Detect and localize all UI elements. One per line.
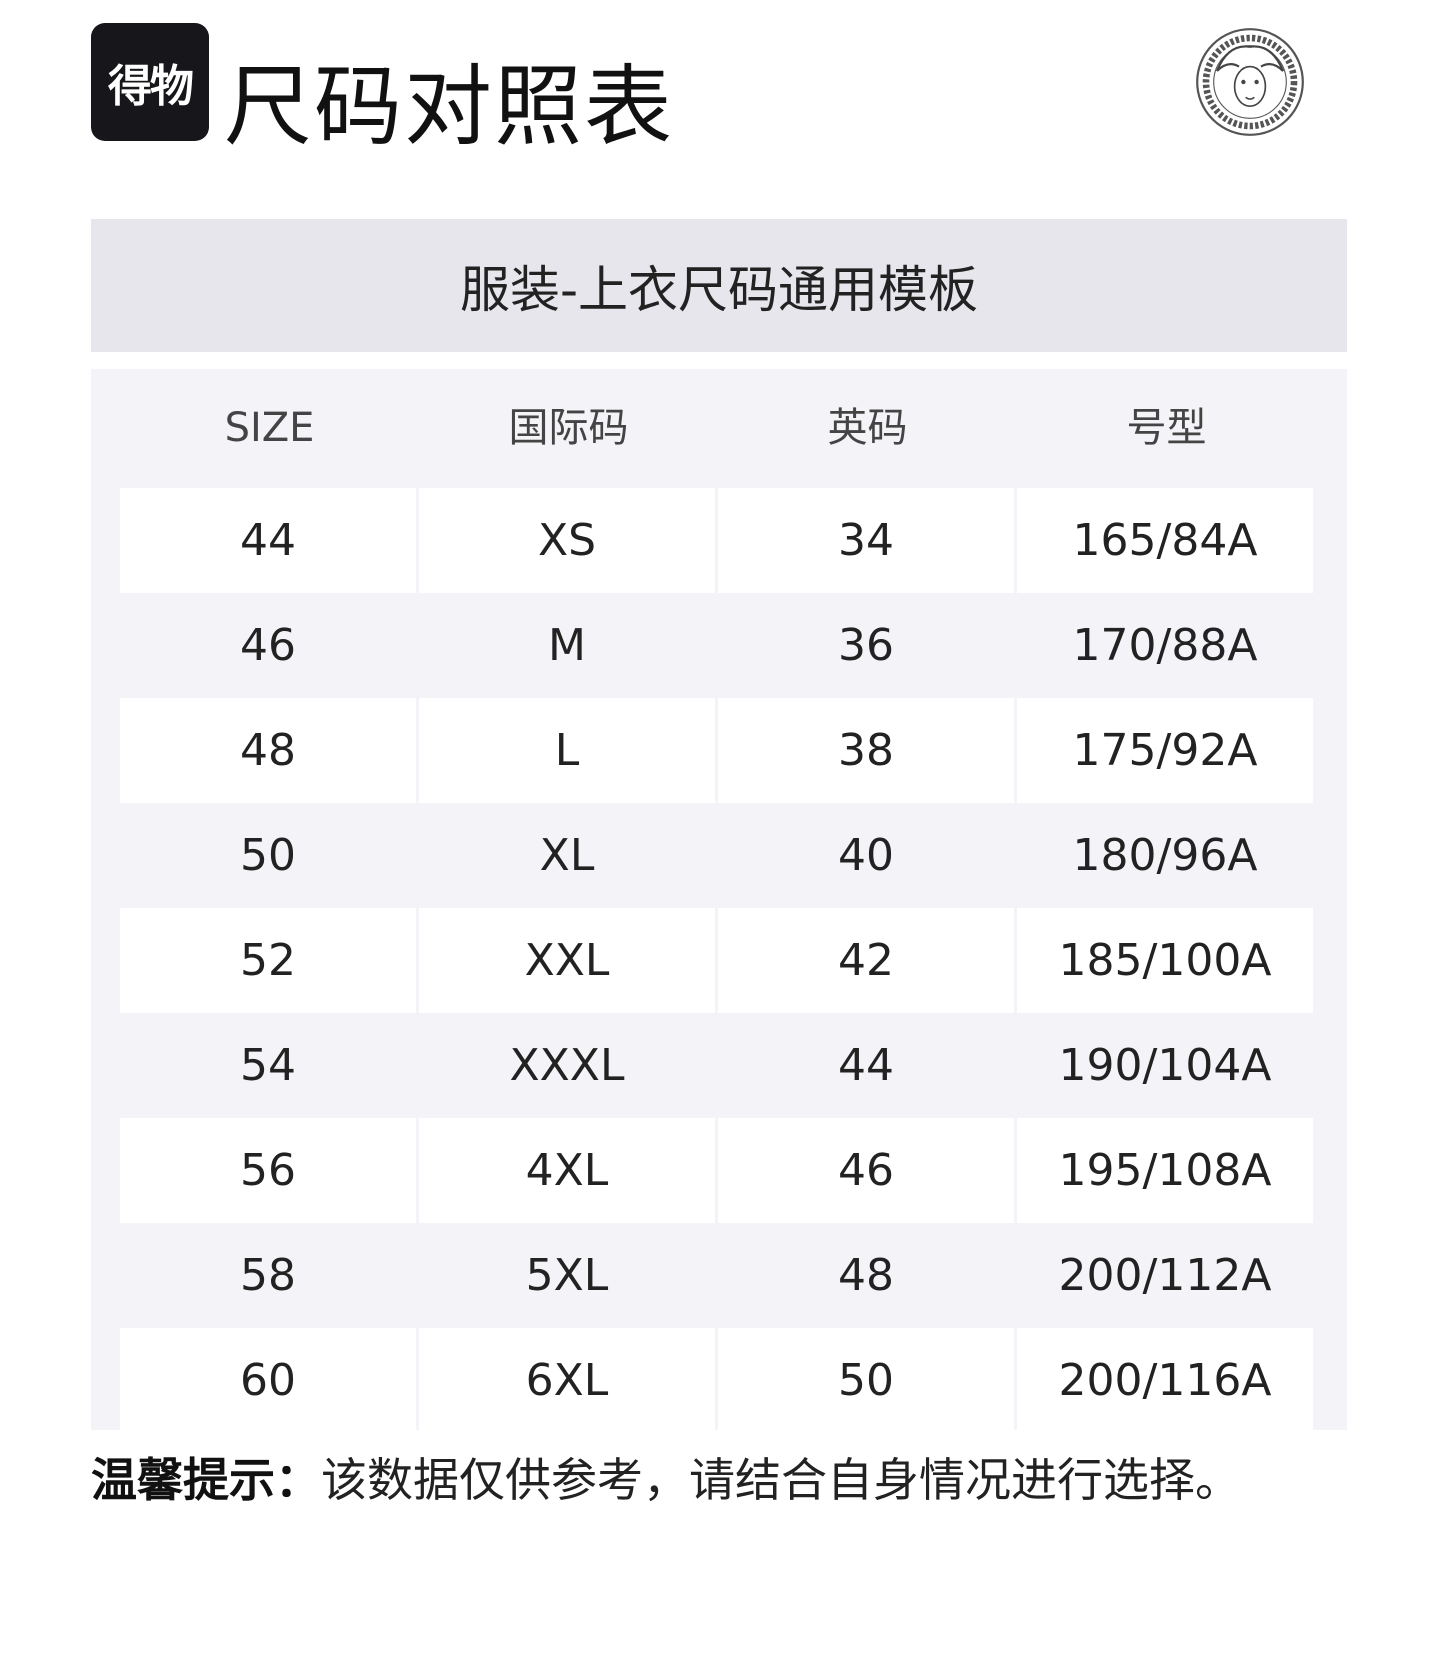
table-cell: 46 bbox=[718, 1118, 1014, 1223]
column-header: 国际码 bbox=[508, 405, 629, 451]
table-cell: 42 bbox=[718, 908, 1014, 1013]
table-cell: M bbox=[548, 620, 586, 671]
table-cell: 195/108A bbox=[1017, 1118, 1313, 1223]
medusa-logo-icon bbox=[1196, 28, 1304, 136]
table-row: 50 XL 40 180/96A bbox=[120, 803, 1316, 908]
logo-text: 得物 bbox=[108, 61, 194, 112]
table-row: 58 5XL 48 200/112A bbox=[120, 1223, 1316, 1328]
table-cell: 4XL bbox=[419, 1118, 715, 1223]
table-cell: 48 bbox=[120, 698, 416, 803]
page-title: 尺码对照表 bbox=[224, 55, 675, 158]
table-cell: 40 bbox=[838, 830, 894, 881]
table-cell: 170/88A bbox=[1072, 620, 1258, 671]
column-header: 号型 bbox=[1126, 405, 1207, 451]
table-cell: 6XL bbox=[419, 1328, 715, 1433]
table-cell: XXL bbox=[419, 908, 715, 1013]
table-cell: 38 bbox=[718, 698, 1014, 803]
table-row: 60 6XL 50 200/116A bbox=[120, 1328, 1316, 1433]
table-cell: 48 bbox=[838, 1250, 894, 1301]
table-cell: L bbox=[419, 698, 715, 803]
table-cell: 46 bbox=[240, 620, 296, 671]
size-table: SIZE 国际码 英码 号型 44 XS 34 165/84A 46 M 36 170/88A… bbox=[91, 369, 1347, 1433]
table-cell: 52 bbox=[120, 908, 416, 1013]
table-cell: 200/112A bbox=[1058, 1250, 1272, 1301]
table-cell: 60 bbox=[120, 1328, 416, 1433]
table-cell: 190/104A bbox=[1058, 1040, 1272, 1091]
table-row: 52 XXL 42 185/100A bbox=[120, 908, 1316, 1013]
table-cell: 44 bbox=[838, 1040, 894, 1091]
table-cell: XXXL bbox=[509, 1040, 625, 1091]
tip-label: 温馨提示： bbox=[91, 1453, 321, 1507]
column-header: 英码 bbox=[827, 405, 908, 451]
table-cell: 50 bbox=[240, 830, 296, 881]
table-cell: 175/92A bbox=[1017, 698, 1313, 803]
table-cell: 185/100A bbox=[1017, 908, 1313, 1013]
column-header: SIZE bbox=[224, 405, 315, 451]
table-row: 48 L 38 175/92A bbox=[120, 698, 1316, 803]
dewu-logo: 得物 bbox=[91, 23, 209, 141]
table-cell: 5XL bbox=[525, 1250, 609, 1301]
table-cell: 34 bbox=[718, 488, 1014, 593]
table-row: 56 4XL 46 195/108A bbox=[120, 1118, 1316, 1223]
table-cell: 180/96A bbox=[1072, 830, 1258, 881]
table-row: 46 M 36 170/88A bbox=[120, 593, 1316, 698]
table-cell: 36 bbox=[838, 620, 894, 671]
table-cell: 200/116A bbox=[1017, 1328, 1313, 1433]
table-cell: XS bbox=[419, 488, 715, 593]
table-cell: 165/84A bbox=[1017, 488, 1313, 593]
template-subtitle: 服装-上衣尺码通用模板 bbox=[91, 219, 1347, 352]
table-row: 44 XS 34 165/84A bbox=[120, 488, 1316, 593]
table-cell: 50 bbox=[718, 1328, 1014, 1433]
table-cell: 54 bbox=[240, 1040, 296, 1091]
table-cell: 56 bbox=[120, 1118, 416, 1223]
table-cell: 44 bbox=[120, 488, 416, 593]
table-row: 54 XXXL 44 190/104A bbox=[120, 1013, 1316, 1118]
table-header: SIZE 国际码 英码 号型 bbox=[120, 369, 1316, 488]
table-cell: 58 bbox=[240, 1250, 296, 1301]
tip-note: 温馨提示：该数据仅供参考，请结合自身情况进行选择。 bbox=[91, 1450, 1241, 1510]
tip-text: 该数据仅供参考，请结合自身情况进行选择。 bbox=[321, 1453, 1241, 1507]
table-cell: XL bbox=[539, 830, 595, 881]
